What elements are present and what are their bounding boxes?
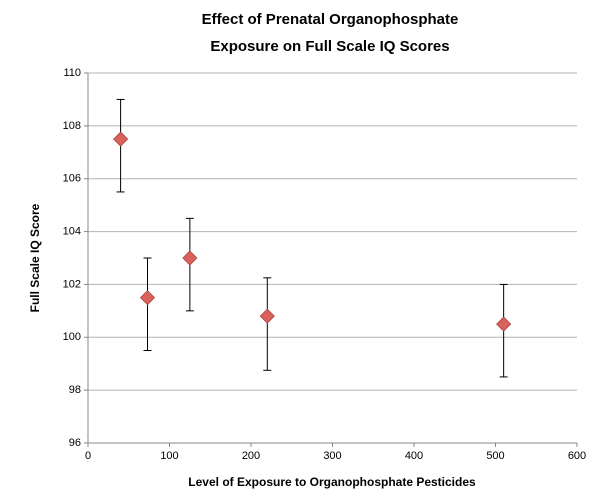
point	[113, 131, 129, 147]
y-tick-label: 100	[63, 331, 81, 343]
y-tick-label: 96	[69, 437, 81, 449]
chart-title: Effect of Prenatal Organophosphate Expos…	[201, 11, 459, 55]
point	[496, 316, 512, 332]
x-tick-label: 200	[242, 450, 260, 462]
x-tick-label: 400	[405, 450, 423, 462]
y-axis-title: Full Scale IQ Score	[28, 203, 42, 312]
y-tick-label: 106	[63, 173, 81, 185]
y-tick-label: 108	[63, 120, 81, 132]
y-tick-label: 98	[69, 384, 81, 396]
x-tick-label: 500	[486, 450, 504, 462]
x-tick-label: 600	[568, 450, 586, 462]
point	[182, 250, 198, 266]
point	[139, 290, 156, 306]
x-tick-label: 0	[85, 450, 91, 462]
x-tick-label: 100	[160, 450, 178, 462]
y-tick-label: 110	[63, 67, 81, 79]
x-axis-title: Level of Exposure to Organophosphate Pes…	[188, 475, 476, 489]
x-tick-label: 300	[323, 450, 341, 462]
y-tick-label: 102	[63, 278, 81, 290]
point	[259, 308, 275, 324]
y-tick-label: 104	[63, 225, 81, 237]
